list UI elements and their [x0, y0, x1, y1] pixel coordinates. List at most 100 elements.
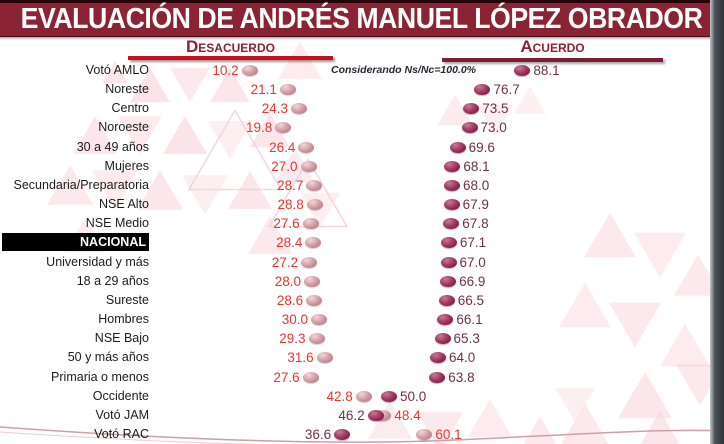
decor-triangle — [130, 67, 170, 103]
category-label: Votó JAM — [95, 407, 150, 422]
acuerdo-underline — [442, 58, 663, 62]
acuerdo-value: 73.0 — [480, 120, 507, 136]
desacuerdo-marker — [316, 352, 333, 364]
chart-row: Universidad y más 27.2 67.0 — [0, 253, 724, 272]
desacuerdo-value: 27.0 — [271, 158, 298, 174]
desacuerdo-marker — [416, 429, 433, 441]
desacuerdo-value: 31.6 — [287, 350, 314, 366]
page-title: EVALUACIÓN DE ANDRÉS MANUEL LÓPEZ OBRADO… — [21, 3, 703, 35]
decor-triangle — [170, 67, 210, 103]
acuerdo-value: 64.0 — [449, 350, 476, 366]
acuerdo-marker — [440, 275, 457, 287]
decor-triangle — [437, 94, 473, 126]
desacuerdo-value: 26.4 — [269, 139, 296, 155]
desacuerdo-value: 48.4 — [394, 407, 421, 423]
chart-row: Hombres 30.0 66.1 — [0, 310, 724, 329]
decor-triangle — [417, 412, 463, 444]
acuerdo-value: 69.6 — [468, 139, 495, 155]
decor-triangle — [555, 387, 595, 423]
decor-triangle — [102, 60, 128, 84]
chart-row: 18 a 29 años 28.0 66.9 — [0, 272, 724, 291]
desacuerdo-marker — [306, 199, 323, 211]
chart-row: Votó AMLO 10.2 88.1 — [0, 61, 724, 80]
desacuerdo-marker — [305, 237, 322, 249]
decor-triangle — [275, 147, 315, 183]
chart-row: Sureste 28.6 66.5 — [0, 291, 724, 310]
desacuerdo-marker — [308, 333, 325, 345]
decor-triangle — [514, 86, 546, 114]
decor-triangle — [660, 323, 710, 367]
desacuerdo-value: 27.6 — [273, 216, 300, 232]
desacuerdo-value: 42.8 — [326, 388, 353, 404]
column-header-acuerdo: Acuerdo — [520, 37, 585, 56]
acuerdo-value: 67.8 — [462, 216, 489, 232]
acuerdo-value: 88.1 — [533, 63, 560, 78]
acuerdo-marker — [334, 429, 351, 441]
category-label: Hombres — [98, 312, 149, 327]
desacuerdo-value: 28.8 — [277, 197, 304, 213]
chart-row: Noroeste 19.8 73.0 — [0, 118, 724, 137]
desacuerdo-marker — [291, 103, 308, 115]
acuerdo-value: 68.1 — [463, 158, 490, 174]
desacuerdo-value: 29.3 — [279, 331, 306, 347]
decor-triangle — [250, 112, 290, 148]
category-label: 30 a 49 años — [76, 139, 149, 154]
desacuerdo-value: 24.3 — [261, 101, 289, 117]
decor-triangle — [559, 282, 611, 328]
acuerdo-value: 67.9 — [462, 197, 489, 213]
decor-triangle — [618, 371, 672, 419]
decor-triangle — [92, 170, 138, 210]
acuerdo-marker — [430, 352, 446, 364]
category-label-highlighted: NACIONAL — [2, 233, 149, 252]
acuerdo-marker — [443, 218, 460, 230]
decor-triangle — [182, 175, 228, 215]
desacuerdo-value: 28.6 — [276, 292, 304, 308]
acuerdo-marker — [463, 103, 480, 115]
desacuerdo-value: 10.2 — [212, 63, 239, 78]
acuerdo-value: 50.0 — [400, 388, 427, 404]
acuerdo-marker — [367, 409, 384, 421]
desacuerdo-marker — [279, 84, 296, 96]
title-bevel — [0, 37, 724, 41]
decor-triangle-outline — [187, 108, 283, 191]
acuerdo-marker — [474, 84, 491, 96]
desacuerdo-marker — [300, 160, 317, 172]
desacuerdo-marker — [304, 275, 320, 287]
decor-triangle — [584, 212, 636, 258]
category-label: Noroeste — [98, 120, 149, 135]
acuerdo-value: 46.2 — [338, 407, 365, 423]
chart-row: Occidente 42.8 50.0 — [0, 387, 724, 406]
category-label: Mujeres — [104, 158, 149, 173]
decor-triangle — [278, 41, 322, 79]
desacuerdo-marker — [301, 256, 318, 268]
chart-row: NSE Bajo 29.3 65.3 — [0, 329, 724, 348]
desacuerdo-value: 27.6 — [273, 369, 300, 385]
category-label: Primaria o menos — [51, 369, 149, 384]
desacuerdo-marker — [306, 294, 323, 306]
category-label: NSE Medio — [85, 216, 149, 231]
acuerdo-value: 67.1 — [459, 235, 487, 251]
title-bar: EVALUACIÓN DE ANDRÉS MANUEL LÓPEZ OBRADO… — [0, 0, 724, 37]
acuerdo-marker — [429, 371, 446, 383]
chart-row: Secundaria/Preparatoria 28.7 68.0 — [0, 176, 724, 195]
decor-triangle — [640, 410, 680, 444]
category-label: Secundaria/Preparatoria — [13, 177, 150, 192]
desacuerdo-value: 19.8 — [246, 120, 273, 136]
category-label: Noreste — [105, 82, 149, 97]
chart-row: 50 y más años 31.6 64.0 — [0, 348, 724, 367]
acuerdo-marker — [514, 65, 531, 76]
category-label: Occidente — [92, 388, 149, 403]
right-edge-strip — [710, 0, 724, 444]
decor-triangle — [163, 116, 207, 154]
chart-row: 30 a 49 años 26.4 69.6 — [0, 138, 724, 157]
decor-triangle — [118, 116, 162, 154]
desacuerdo-marker — [241, 65, 258, 76]
acuerdo-value: 36.6 — [304, 427, 332, 443]
bottom-swoosh-line — [0, 426, 724, 443]
acuerdo-marker — [438, 294, 455, 306]
acuerdo-marker — [434, 333, 451, 345]
decor-triangle — [137, 170, 183, 210]
desacuerdo-marker — [298, 141, 315, 153]
chart-row: NACIONAL 28.4 67.1 — [0, 233, 724, 252]
